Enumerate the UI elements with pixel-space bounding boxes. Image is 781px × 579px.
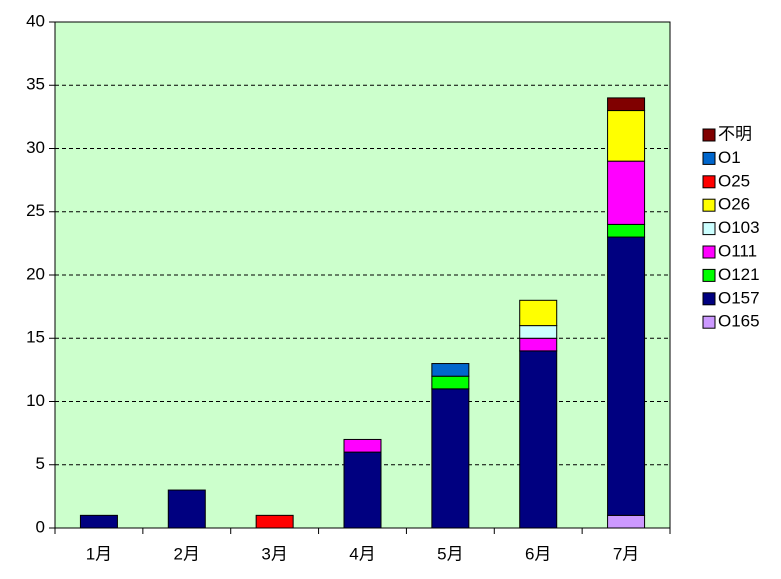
x-tick-label: 3月	[261, 544, 287, 563]
legend-swatch	[702, 268, 716, 282]
bar-segment	[255, 514, 294, 529]
y-tick-label: 20	[26, 264, 45, 283]
legend-swatch	[702, 198, 716, 212]
bar-segment	[343, 451, 382, 529]
bar-segment	[607, 223, 646, 238]
y-tick-label: 15	[26, 328, 45, 347]
legend-label: O103	[718, 218, 760, 237]
legend-label: O165	[718, 312, 760, 331]
legend-label: O26	[718, 195, 750, 214]
bar-segment	[519, 325, 558, 339]
y-tick-label: 25	[26, 201, 45, 220]
bar-segment	[607, 110, 646, 162]
x-tick-label: 7月	[613, 544, 639, 563]
bar-segment	[607, 97, 646, 112]
bar-segment	[167, 489, 206, 529]
x-tick-label: 4月	[349, 544, 375, 563]
y-tick-label: 10	[26, 391, 45, 410]
legend-swatch	[702, 222, 716, 236]
bar-segment	[431, 363, 470, 377]
x-tick-label: 5月	[437, 544, 463, 563]
x-tick-label: 6月	[525, 544, 551, 563]
bar-segment	[519, 299, 558, 327]
legend-label: O121	[718, 265, 760, 284]
y-tick-label: 40	[26, 11, 45, 30]
bar-segment	[519, 337, 558, 352]
y-tick-label: 35	[26, 75, 45, 94]
legend-swatch	[702, 128, 716, 142]
plot-border	[54, 21, 671, 529]
bar-segment	[607, 236, 646, 516]
y-tick-label: 30	[26, 138, 45, 157]
legend-swatch	[702, 315, 716, 329]
legend-swatch	[702, 292, 716, 306]
legend-swatch	[702, 151, 716, 165]
bar-segment	[343, 438, 382, 453]
bar-segment	[79, 514, 118, 529]
bar-segment	[431, 388, 470, 529]
legend-label: O111	[718, 241, 757, 260]
legend-label: O25	[718, 171, 750, 190]
legend-swatch	[702, 245, 716, 259]
bar-segment	[607, 514, 646, 529]
x-tick-label: 2月	[174, 544, 200, 563]
y-tick-label: 5	[36, 454, 45, 473]
y-tick-label: 0	[36, 517, 45, 536]
legend-swatch	[702, 175, 716, 189]
bar-segment	[519, 350, 558, 529]
bar-segment	[607, 160, 646, 225]
legend-label: O157	[718, 288, 760, 307]
bar-segment	[431, 375, 470, 390]
x-tick-label: 1月	[86, 544, 112, 563]
legend-label: O1	[718, 148, 741, 167]
legend-label: 不明	[718, 124, 752, 143]
